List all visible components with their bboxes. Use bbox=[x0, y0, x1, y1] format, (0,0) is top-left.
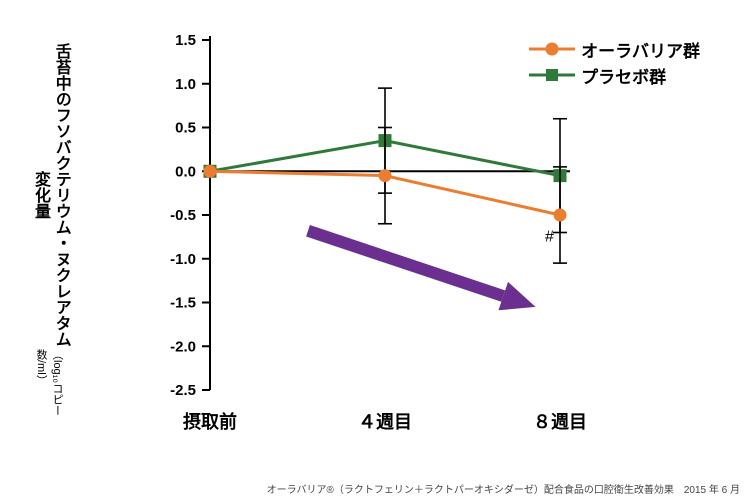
svg-text:1.0: 1.0 bbox=[175, 76, 196, 93]
legend-marker-aurabarrier bbox=[529, 39, 575, 59]
category-label: ４週目 bbox=[358, 408, 412, 434]
y-axis-title-block: 舌苔中のフソバクテリウム・ヌクレアタム変化量 （log₁₀コピー数/ml） bbox=[30, 40, 70, 440]
svg-text:1.5: 1.5 bbox=[175, 32, 196, 49]
chart-svg: -2.5 -2.0 -1.5 -1.0 -0.5 0.0 0.5 1.0 1.5 # bbox=[150, 30, 580, 450]
svg-text:0.5: 0.5 bbox=[175, 120, 196, 137]
y-axis-subtitle: （log₁₀コピー数/ml） bbox=[33, 349, 65, 440]
svg-text:-2.5: -2.5 bbox=[170, 382, 196, 399]
svg-text:-1.5: -1.5 bbox=[170, 295, 196, 312]
svg-text:#: # bbox=[545, 228, 554, 245]
y-axis-title: 舌苔中のフソバクテリウム・ヌクレアタム変化量 bbox=[29, 40, 71, 349]
svg-text:-2.0: -2.0 bbox=[170, 338, 196, 355]
category-label: 摂取前 bbox=[183, 408, 237, 434]
category-label: ８週目 bbox=[533, 408, 587, 434]
svg-text:-1.0: -1.0 bbox=[170, 251, 196, 268]
footer-credit: オーラバリア®（ラクトフェリン＋ラクトパーオキシダーゼ）配合食品の口腔衛生改善効… bbox=[267, 481, 740, 496]
svg-text:-0.5: -0.5 bbox=[170, 207, 196, 224]
legend-label: プラセボ群 bbox=[581, 63, 666, 88]
chart-root: 舌苔中のフソバクテリウム・ヌクレアタム変化量 （log₁₀コピー数/ml） -2… bbox=[0, 0, 750, 500]
legend-label: オーラバリア群 bbox=[581, 37, 700, 62]
legend-marker-placebo bbox=[529, 65, 575, 85]
legend-item-placebo: プラセボ群 bbox=[529, 62, 700, 88]
plot-area: -2.5-2.0-1.5-1.0-0.50.00.51.01.5# 摂取前４週目… bbox=[150, 30, 580, 410]
legend: オーラバリア群 プラセボ群 bbox=[529, 36, 700, 88]
legend-item-aurabarrier: オーラバリア群 bbox=[529, 36, 700, 62]
svg-text:0.0: 0.0 bbox=[175, 163, 196, 180]
